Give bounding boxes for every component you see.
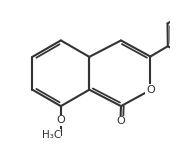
Text: O: O <box>57 115 65 125</box>
Text: H₃C: H₃C <box>42 130 61 140</box>
Text: O: O <box>116 116 125 126</box>
Text: O: O <box>146 85 155 95</box>
